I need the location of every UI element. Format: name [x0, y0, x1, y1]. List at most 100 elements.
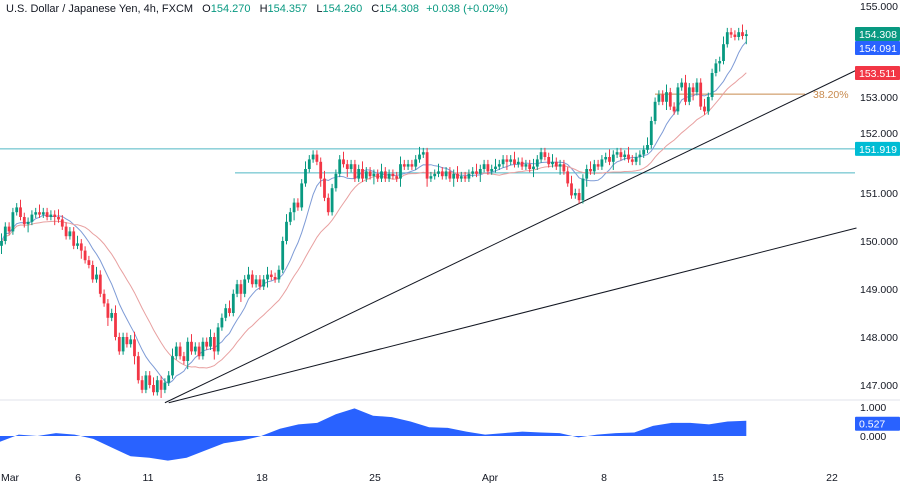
- candle: [722, 36, 725, 65]
- candle-body: [425, 152, 429, 179]
- candle: [60, 215, 64, 230]
- candle: [136, 351, 140, 384]
- candle: [695, 78, 699, 96]
- candle: [228, 300, 231, 317]
- candle: [220, 313, 224, 331]
- time-axis-label: 18: [256, 472, 268, 484]
- candle-body: [737, 32, 741, 37]
- candle: [619, 147, 623, 161]
- candle-body: [638, 154, 642, 157]
- candle: [258, 275, 262, 290]
- candle-body: [285, 221, 288, 241]
- candle: [281, 236, 285, 274]
- candle: [357, 164, 361, 182]
- candle-body: [596, 164, 600, 167]
- candle-body: [38, 212, 41, 215]
- candle-body: [547, 157, 551, 165]
- candle-body: [642, 149, 646, 155]
- candle: [45, 207, 49, 221]
- candle: [729, 27, 733, 38]
- open-value: 154.270: [210, 3, 251, 15]
- candle: [653, 97, 657, 125]
- candle-body: [577, 193, 581, 201]
- candle-body: [619, 152, 623, 157]
- candle: [566, 167, 570, 187]
- candle-body: [581, 178, 585, 201]
- candle: [3, 222, 7, 245]
- candle-body: [402, 164, 406, 167]
- candle: [649, 116, 653, 149]
- candle-body: [102, 293, 106, 304]
- candle-body: [395, 176, 399, 179]
- price-tag-bg: [855, 41, 900, 55]
- candle: [600, 155, 604, 170]
- candle-body: [220, 317, 224, 328]
- candle: [338, 155, 342, 178]
- candle: [634, 152, 638, 166]
- candle: [668, 87, 672, 110]
- price-tag: 154.091: [859, 43, 897, 55]
- candle: [311, 150, 315, 163]
- candle-body: [516, 161, 520, 165]
- candle-body: [228, 308, 231, 313]
- candle: [638, 150, 642, 166]
- candle-body: [304, 169, 307, 184]
- fib-level-label: 38.20%: [813, 89, 849, 101]
- candle: [235, 279, 239, 298]
- candle: [725, 27, 729, 48]
- price-tag-bg: [855, 27, 900, 41]
- candle-body: [159, 380, 163, 390]
- candle: [376, 169, 380, 182]
- high-value: 154.357: [267, 3, 308, 15]
- candle: [68, 227, 72, 240]
- candle: [372, 169, 376, 185]
- candle: [201, 337, 205, 360]
- candle-body: [95, 274, 98, 280]
- candle: [307, 155, 311, 173]
- candle: [296, 198, 300, 211]
- candle-body: [231, 293, 235, 313]
- candle: [554, 157, 558, 170]
- candle: [703, 98, 706, 115]
- candle-body: [269, 274, 273, 277]
- candle: [737, 27, 741, 41]
- candle-body: [657, 94, 661, 102]
- candle-body: [34, 212, 38, 215]
- candle: [440, 167, 444, 180]
- candle-body: [345, 164, 349, 169]
- time-axis-label: Apr: [482, 472, 499, 484]
- candle: [273, 272, 277, 283]
- candle: [250, 270, 254, 288]
- candle: [15, 203, 19, 216]
- candle: [421, 147, 425, 158]
- candle: [642, 145, 646, 158]
- candle-body: [744, 34, 748, 37]
- candle-body: [661, 94, 665, 102]
- candle-body: [482, 164, 486, 169]
- candle: [581, 174, 585, 204]
- candle-body: [475, 171, 478, 174]
- candle: [345, 159, 349, 178]
- low-value: 154.260: [322, 3, 363, 15]
- candle-body: [235, 284, 239, 294]
- candle: [224, 303, 228, 322]
- price-tag: 153.511: [859, 68, 896, 80]
- candle-body: [330, 188, 334, 213]
- candle-body: [380, 171, 383, 179]
- high-label: H: [259, 3, 268, 15]
- candle: [387, 169, 391, 182]
- candle-body: [300, 183, 304, 208]
- candle: [596, 159, 600, 170]
- candle-body: [589, 169, 592, 172]
- price-tag: 154.308: [859, 29, 897, 41]
- candle-body: [376, 173, 380, 179]
- candle: [190, 334, 193, 355]
- candle: [410, 159, 414, 170]
- candle: [266, 266, 269, 288]
- candle-body: [22, 217, 26, 225]
- candle: [262, 275, 266, 290]
- candle: [391, 169, 395, 180]
- candle: [11, 207, 15, 235]
- candle: [733, 30, 737, 41]
